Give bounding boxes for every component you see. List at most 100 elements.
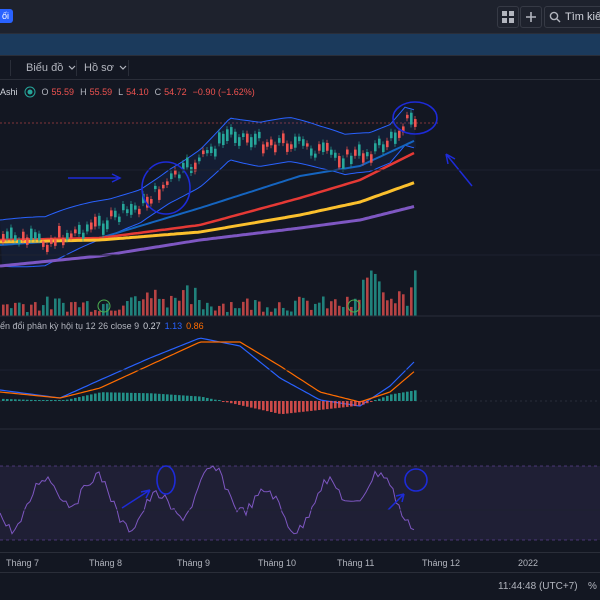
macd-histogram-bar — [86, 395, 89, 401]
volume-bar — [414, 270, 417, 316]
chevron-down-icon — [119, 65, 127, 70]
macd-histogram-bar — [78, 397, 81, 401]
candle-body — [214, 148, 217, 157]
chart-menu[interactable]: Biểu đồ — [26, 62, 76, 74]
volume-bar — [230, 302, 233, 316]
rsi-line — [0, 465, 415, 535]
open-value: 55.59 — [51, 87, 75, 97]
volume-bar — [134, 296, 137, 316]
account-badge[interactable]: ối — [0, 9, 14, 23]
volume-bar — [26, 311, 29, 316]
volume-bar — [322, 296, 325, 316]
macd-histogram-bar — [90, 394, 93, 401]
volume-bar — [46, 296, 49, 316]
profile-menu[interactable]: Hồ sơ — [84, 62, 127, 74]
volume-bar — [102, 304, 105, 316]
open-label: O — [41, 87, 49, 97]
macd-histogram-bar — [18, 399, 21, 401]
macd-histogram-bar — [358, 401, 361, 406]
macd-histogram-bar — [278, 401, 281, 414]
candle-body — [130, 203, 133, 215]
candle-body — [42, 241, 45, 247]
volume-bar — [270, 311, 273, 316]
ema-yellow-line — [0, 181, 415, 244]
volume-bar — [330, 301, 333, 316]
volume-bar — [158, 298, 161, 316]
volume-bar — [246, 298, 249, 316]
volume-bar — [338, 305, 341, 316]
macd-histogram-bar — [274, 401, 277, 413]
toolbar-divider — [10, 60, 11, 76]
candle-body — [270, 139, 273, 146]
percent-toggle[interactable]: % — [588, 581, 597, 592]
volume-bar — [218, 305, 221, 316]
volume-bar — [154, 289, 157, 316]
volume-bar — [302, 297, 305, 316]
volume-bar — [198, 300, 201, 316]
volume-bar — [138, 301, 141, 316]
ema-red-line — [0, 151, 415, 242]
x-tick-label: Tháng 9 — [177, 558, 211, 568]
macd-histogram-bar — [126, 392, 129, 401]
candle-body — [298, 136, 301, 142]
candle-body — [146, 196, 149, 208]
price-pane — [0, 106, 440, 316]
volume-bar — [98, 311, 101, 316]
rsi-band — [0, 466, 600, 540]
macd-histogram-bar — [286, 401, 289, 414]
macd-histogram-bar — [346, 401, 349, 407]
candle-body — [210, 146, 213, 154]
candle-body — [262, 144, 265, 154]
annotation-circle — [392, 101, 438, 135]
volume-bar — [210, 306, 213, 316]
candle-body — [342, 158, 345, 169]
volume-bar — [378, 281, 381, 316]
candle-body — [186, 157, 189, 168]
volume-bar — [202, 309, 205, 316]
macd-histogram-bar — [166, 394, 169, 401]
candle-body — [394, 132, 397, 144]
x-tick-label: Tháng 11 — [337, 558, 375, 568]
candle-body — [230, 127, 233, 135]
search-box[interactable]: Tìm kiếm — [544, 6, 600, 28]
candle-body — [222, 133, 225, 146]
macd-histogram-bar — [174, 394, 177, 401]
profile-menu-label: Hồ sơ — [84, 62, 114, 74]
volume-bar — [374, 273, 377, 316]
macd-title: ển đổi phân kỳ hội tụ 12 26 close 9 — [0, 321, 140, 331]
candle-body — [354, 149, 357, 156]
volume-bar — [38, 310, 41, 316]
candle-body — [174, 170, 177, 175]
candle-body — [310, 148, 313, 156]
x-tick-label: Tháng 10 — [258, 558, 297, 568]
macd-histogram-bar — [178, 395, 181, 401]
eye-icon[interactable] — [24, 86, 36, 98]
candle-body — [382, 144, 385, 153]
candle-body — [254, 133, 257, 145]
change-value: −0.90 (−1.62%) — [192, 87, 255, 97]
volume-bar — [42, 305, 45, 316]
high-label: H — [80, 87, 87, 97]
chart-canvas[interactable] — [0, 80, 600, 552]
volume-bar — [126, 301, 129, 316]
add-button[interactable] — [520, 6, 542, 28]
volume-bar — [282, 307, 285, 316]
macd-histogram-bar — [282, 401, 285, 414]
candle-body — [338, 155, 341, 168]
macd-histogram-bar — [210, 398, 213, 401]
time-axis[interactable]: Tháng 7 Tháng 8 Tháng 9 Tháng 10 Tháng 1… — [0, 552, 600, 572]
candle-body — [6, 231, 9, 239]
volume-bar — [170, 295, 173, 316]
candle-body — [86, 224, 89, 232]
layout-grid-button[interactable] — [497, 6, 519, 28]
macd-histogram-bar — [54, 400, 57, 401]
volume-bar — [206, 302, 209, 316]
macd-histogram-bar — [374, 400, 377, 401]
low-label: L — [118, 87, 124, 97]
macd-histogram-bar — [138, 393, 141, 401]
volume-bar — [122, 305, 125, 316]
candle-body — [38, 233, 41, 241]
macd-histogram-bar — [46, 400, 49, 401]
volume-bar — [2, 304, 5, 316]
macd-histogram-bar — [170, 394, 173, 401]
